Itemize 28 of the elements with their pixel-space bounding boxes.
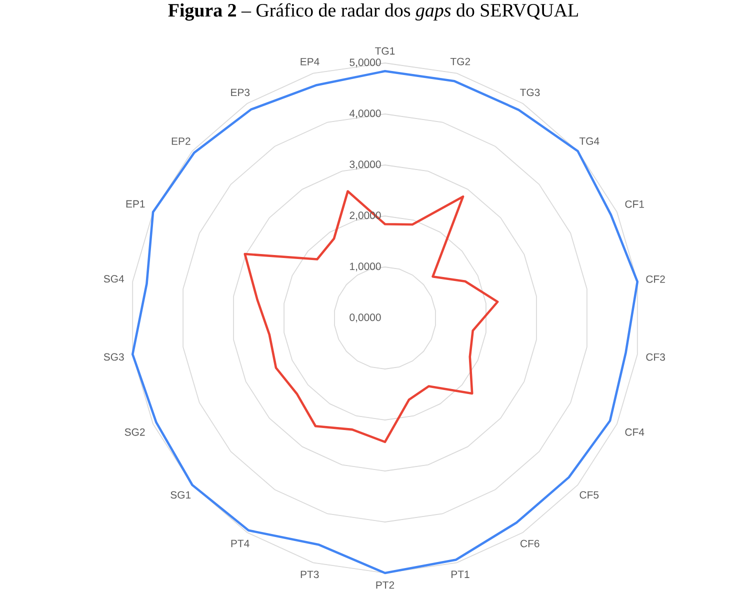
spoke-label: EP3: [231, 88, 250, 96]
spoke-label: PT3: [300, 570, 319, 578]
y-tick-label: 3,0000: [350, 160, 381, 170]
y-tick-label: 1,0000: [350, 262, 381, 272]
spoke-label: SG3: [104, 353, 124, 361]
spoke-label: TG4: [579, 137, 600, 145]
spoke-label: CF2: [646, 275, 665, 283]
y-tick-label: 5,0000: [350, 58, 381, 68]
spoke-label: SG1: [170, 491, 191, 499]
spoke-label: EP4: [300, 58, 320, 66]
spoke-label: PT2: [376, 581, 394, 589]
spoke-label: TG1: [375, 47, 395, 55]
spoke-label: CF3: [646, 353, 665, 361]
spoke-label: CF5: [580, 491, 599, 499]
spoke-label: CF6: [520, 540, 540, 548]
chart-title: Figura 2 – Gráfico de radar dos gaps do SERVQUAL: [168, 3, 578, 21]
spoke-label: TG2: [450, 58, 470, 66]
spoke-label: CF4: [625, 428, 644, 436]
y-tick-label: 0,0000: [350, 314, 381, 322]
spoke-label: PT4: [231, 540, 250, 548]
spoke-label: EP2: [172, 138, 190, 145]
spoke-label: PT1: [452, 570, 470, 578]
spoke-label: SG2: [124, 428, 145, 436]
spoke-label: CF1: [625, 200, 644, 208]
spoke-label: TG3: [520, 88, 540, 96]
spoke-label: EP1: [126, 200, 145, 208]
spoke-label: SG4: [104, 275, 124, 283]
y-tick-label: 4,0000: [349, 110, 381, 118]
